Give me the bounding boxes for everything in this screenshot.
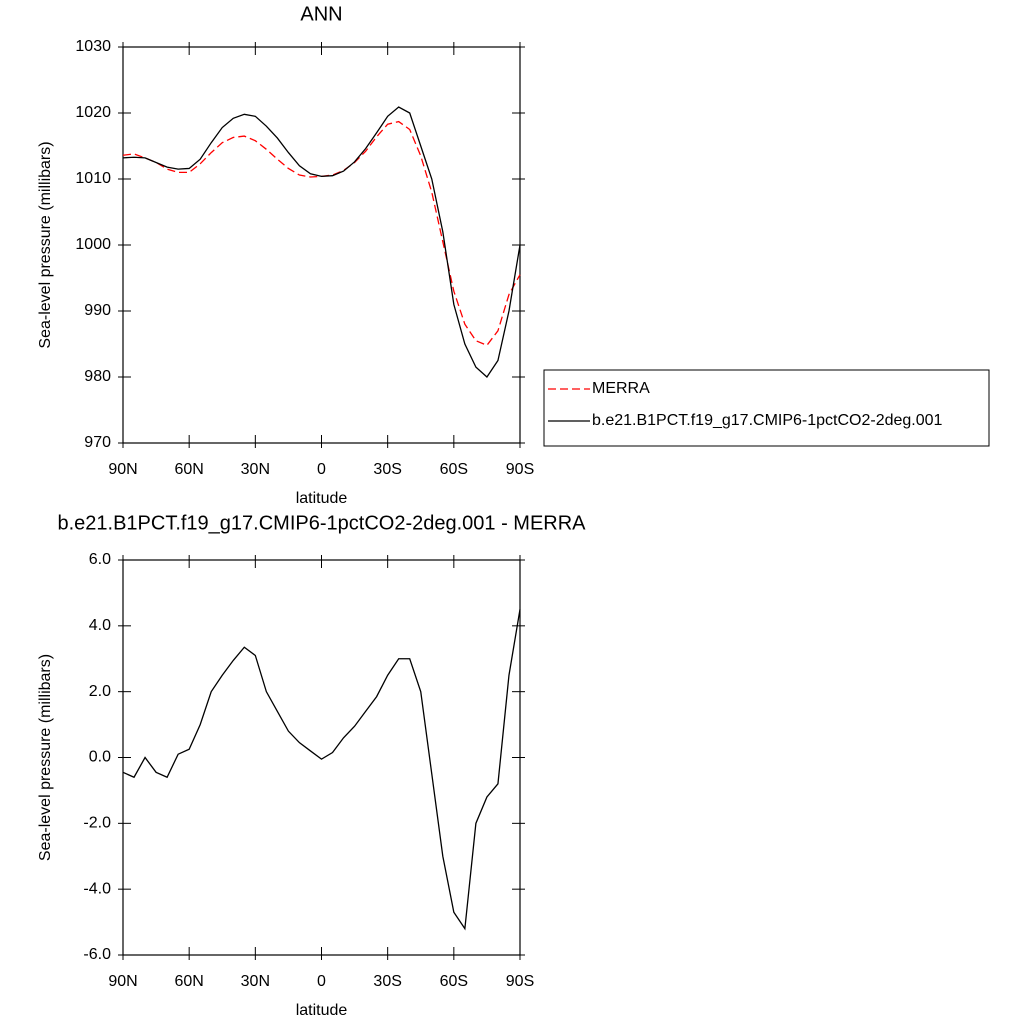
chart-title: b.e21.B1PCT.f19_g17.CMIP6-1pctCO2-2deg.0… xyxy=(57,512,586,534)
y-tick-label: 1030 xyxy=(75,38,111,55)
x-tick-label: 30N xyxy=(241,461,270,478)
y-axis-label: Sea-level pressure (millibars) xyxy=(37,654,54,861)
y-tick-label: 1010 xyxy=(75,170,111,187)
data-line xyxy=(122,609,521,931)
x-tick-label: 90N xyxy=(108,461,137,478)
y-tick-label: 990 xyxy=(84,302,111,319)
x-tick-label: 30S xyxy=(373,461,401,478)
x-tick-label: 60S xyxy=(440,973,468,990)
y-tick-label: 6.0 xyxy=(89,551,111,568)
x-tick-label: 90S xyxy=(506,973,534,990)
y-tick-label: 980 xyxy=(84,368,111,385)
legend-box xyxy=(543,369,990,447)
plot-frame xyxy=(122,46,521,444)
x-tick-label: 0 xyxy=(317,461,326,478)
y-tick-label: -2.0 xyxy=(83,815,111,832)
y-tick-label: 0.0 xyxy=(89,749,111,766)
x-tick-label: 0 xyxy=(317,973,326,990)
y-tick-label: 1020 xyxy=(75,104,111,121)
chart-title: ANN xyxy=(300,3,342,25)
x-axis-label: latitude xyxy=(296,490,348,507)
x-tick-label: 90N xyxy=(108,973,137,990)
x-tick-label: 30N xyxy=(241,973,270,990)
x-tick-label: 60S xyxy=(440,461,468,478)
plot-frame xyxy=(122,559,521,956)
x-tick-label: 60N xyxy=(174,973,203,990)
x-tick-label: 90S xyxy=(506,461,534,478)
x-axis-label: latitude xyxy=(296,1002,348,1019)
x-tick-label: 60N xyxy=(174,461,203,478)
y-tick-label: 970 xyxy=(84,434,111,451)
y-tick-label: -6.0 xyxy=(83,946,111,963)
y-tick-label: -4.0 xyxy=(83,880,111,897)
y-tick-label: 2.0 xyxy=(89,683,111,700)
legend-label: MERRA xyxy=(592,380,650,397)
y-tick-label: 1000 xyxy=(75,236,111,253)
y-tick-label: 4.0 xyxy=(89,617,111,634)
y-axis-label: Sea-level pressure (millibars) xyxy=(37,141,54,348)
x-tick-label: 30S xyxy=(373,973,401,990)
data-line xyxy=(122,106,521,378)
data-line xyxy=(122,120,521,347)
legend-label: b.e21.B1PCT.f19_g17.CMIP6-1pctCO2-2deg.0… xyxy=(592,412,943,429)
